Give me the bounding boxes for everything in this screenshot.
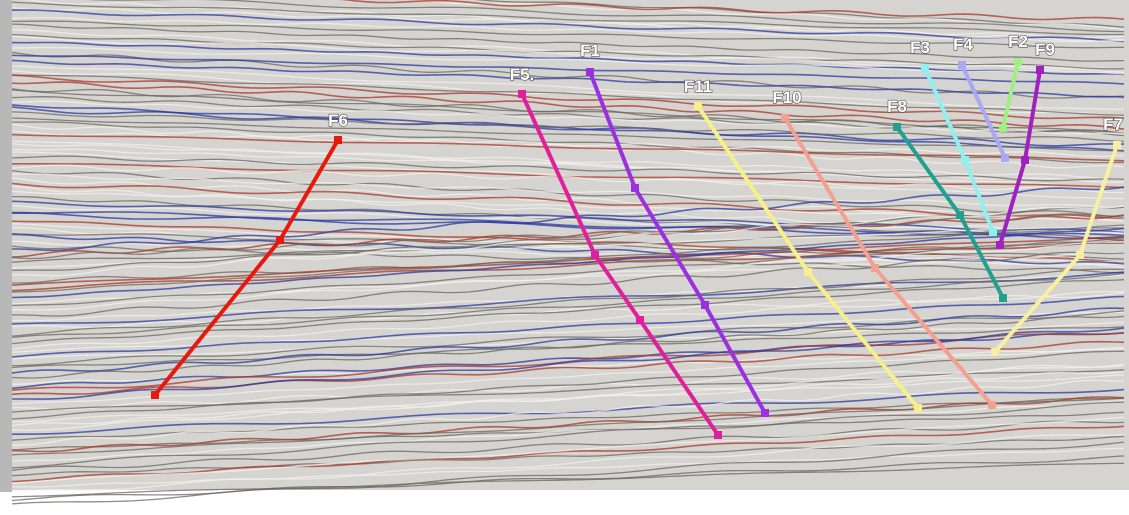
fault-label: F11 bbox=[684, 77, 712, 96]
fault-node bbox=[989, 228, 997, 236]
fault-node bbox=[999, 124, 1007, 132]
fault-node bbox=[1001, 154, 1009, 162]
fault-node bbox=[956, 211, 964, 219]
fault-node bbox=[999, 294, 1007, 302]
fault-node bbox=[591, 251, 599, 259]
fault-label: F6 bbox=[328, 111, 348, 130]
page: F6F5.F1F11F10F8F3F4F2F9F7 (() => { const… bbox=[0, 0, 1129, 515]
fault-node bbox=[151, 391, 159, 399]
fault-node bbox=[714, 431, 722, 439]
fault-node bbox=[781, 114, 789, 122]
fault-node bbox=[921, 64, 929, 72]
fault-node bbox=[961, 156, 969, 164]
fault-node bbox=[1014, 58, 1022, 66]
fault-label: F3 bbox=[910, 38, 930, 57]
fault-node bbox=[518, 90, 526, 98]
fault-label: F1 bbox=[580, 41, 600, 60]
fault-node bbox=[914, 404, 922, 412]
fault-node bbox=[1113, 141, 1121, 149]
fault-node bbox=[1076, 251, 1084, 259]
fault-node bbox=[804, 268, 812, 276]
fault-label: F10 bbox=[772, 88, 801, 107]
fault-node bbox=[893, 123, 901, 131]
fault-node bbox=[1036, 66, 1044, 74]
fault-node bbox=[636, 316, 644, 324]
fault-label: F7 bbox=[1103, 115, 1123, 134]
fault-node bbox=[991, 348, 999, 356]
fault-label: F4 bbox=[953, 35, 973, 54]
fault-node bbox=[988, 401, 996, 409]
fault-node bbox=[276, 236, 284, 244]
fault-label: F2 bbox=[1008, 32, 1028, 51]
fault-node bbox=[694, 102, 702, 110]
fault-node bbox=[761, 409, 769, 417]
fault-label: F9 bbox=[1035, 40, 1055, 59]
fault-node bbox=[586, 68, 594, 76]
fault-node bbox=[334, 136, 342, 144]
fault-label: F8 bbox=[887, 97, 907, 116]
fault-node bbox=[871, 264, 879, 272]
fault-node bbox=[1021, 156, 1029, 164]
fault-node bbox=[958, 61, 966, 69]
seismic-view: F6 F5. F1 F11 F10 F8 F3 F4 F2 F9 F7 bbox=[0, 0, 1129, 515]
left-margin bbox=[0, 0, 12, 492]
fault-node bbox=[996, 241, 1004, 249]
fault-label: F5. bbox=[510, 65, 535, 84]
fault-node bbox=[631, 184, 639, 192]
section-background bbox=[12, 0, 1129, 490]
fault-node bbox=[701, 301, 709, 309]
